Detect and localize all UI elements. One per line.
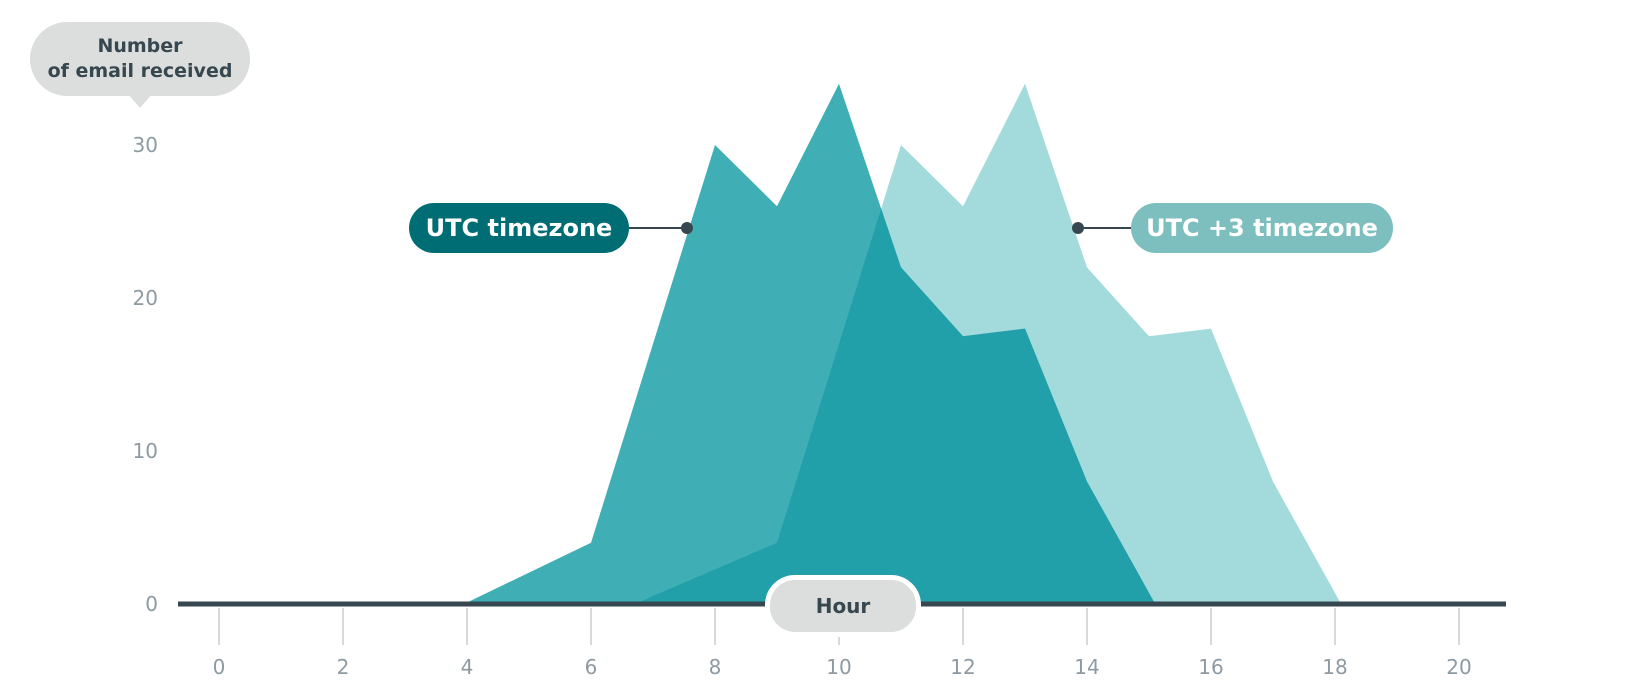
- x-axis-label: Hour: [765, 575, 921, 637]
- x-tick-label-2: 2: [337, 655, 350, 679]
- y-axis-label: Number of email received: [30, 22, 250, 96]
- y-tick-label-20: 20: [133, 286, 158, 310]
- x-tick-label-10: 10: [826, 655, 851, 679]
- x-tick-label-6: 6: [585, 655, 598, 679]
- y-tick-label-10: 10: [133, 439, 158, 463]
- x-tick-label-20: 20: [1446, 655, 1471, 679]
- connector-dot-utc: [681, 222, 693, 234]
- y-axis-label-line-2: of email received: [47, 60, 233, 82]
- x-tick-label-12: 12: [950, 655, 975, 679]
- x-tick-label-4: 4: [461, 655, 474, 679]
- y-tick-label-0: 0: [145, 592, 158, 616]
- x-tick-label-16: 16: [1198, 655, 1223, 679]
- y-axis-label-line-1: Number: [97, 35, 183, 57]
- x-tick-label-14: 14: [1074, 655, 1099, 679]
- x-tick-label-8: 8: [709, 655, 722, 679]
- y-axis-label-pointer: [128, 94, 152, 108]
- x-tick-label-18: 18: [1322, 655, 1347, 679]
- series-label-utc-plus-3: UTC +3 timezone: [1131, 203, 1393, 253]
- y-tick-label-30: 30: [133, 133, 158, 157]
- series-areas: [463, 83, 1342, 605]
- series-connectors: [629, 222, 1131, 234]
- x-tick-label-0: 0: [213, 655, 226, 679]
- series-label-utc: UTC timezone: [409, 203, 629, 253]
- connector-dot-utc-plus-3: [1072, 222, 1084, 234]
